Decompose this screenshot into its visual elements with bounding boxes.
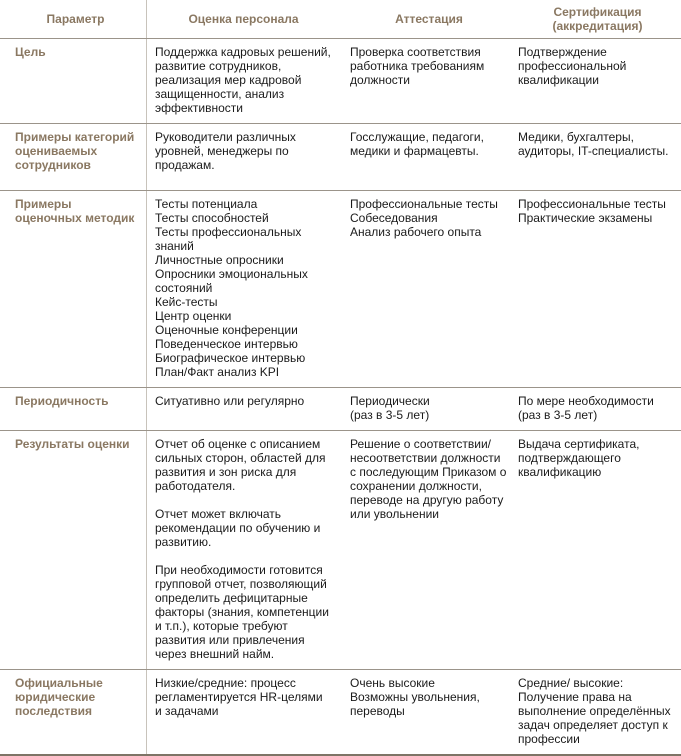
attestation-cell: Периодически (раз в 3-5 лет): [350, 394, 430, 422]
assessment-cell: Поддержка кадровых решений, развитие сот…: [155, 45, 331, 115]
table-row-goal: Цель Поддержка кадровых решений, развити…: [0, 39, 681, 124]
param-cell: Цель: [0, 39, 147, 123]
table-header-row: Параметр Оценка персонала Аттестация Сер…: [0, 0, 681, 39]
attestation-cell: Профессиональные тесты Собеседования Ана…: [350, 197, 498, 239]
table-row-categories: Примеры категорий оцениваемых сотруднико…: [0, 124, 681, 191]
param-cell: Результаты оценки: [0, 431, 147, 669]
certification-cell: Медики, бухгалтеры, аудиторы, IT-специал…: [518, 130, 669, 158]
table-row-periodicity: Периодичность Ситуативно или регулярно П…: [0, 388, 681, 431]
attestation-cell: Госслужащие, педагоги, медики и фармацев…: [350, 130, 484, 158]
header-certification: Сертификация (аккредитация): [552, 5, 643, 33]
attestation-cell: Решение о соответствии/ несоответствии д…: [350, 437, 507, 521]
header-assessment: Оценка персонала: [188, 12, 299, 26]
certification-cell: Средние/ высокие: Получение права на вып…: [518, 676, 671, 746]
assessment-cell: Руководители различных уровней, менеджер…: [155, 130, 296, 172]
param-cell: Примеры оценочных методик: [0, 191, 147, 387]
assessment-cell: Ситуативно или регулярно: [155, 394, 305, 408]
param-cell: Примеры категорий оцениваемых сотруднико…: [0, 124, 147, 190]
assessment-cell: Тесты потенциала Тесты способностей Тест…: [155, 197, 308, 379]
table-row-methods: Примеры оценочных методик Тесты потенциа…: [0, 191, 681, 388]
header-parameter: Параметр: [0, 0, 147, 38]
certification-cell: Подтверждение профессиональной квалифика…: [518, 45, 627, 87]
certification-cell: По мере необходимости (раз в 3-5 лет): [518, 394, 654, 422]
table-row-legal-consequences: Официальные юридические последствия Низк…: [0, 670, 681, 756]
header-attestation: Аттестация: [395, 12, 463, 26]
assessment-cell: Отчет об оценке с описанием сильных стор…: [155, 437, 329, 661]
certification-cell: Выдача сертификата, подтверждающего квал…: [518, 437, 640, 479]
table-row-results: Результаты оценки Отчет об оценке с опис…: [0, 431, 681, 670]
certification-cell: Профессиональные тесты Практические экза…: [518, 197, 666, 225]
assessment-cell: Низкие/средние: процесс регламентируется…: [155, 676, 323, 718]
param-cell: Официальные юридические последствия: [0, 670, 147, 754]
attestation-cell: Проверка соответствия работника требован…: [350, 45, 485, 87]
attestation-cell: Очень высокие Возможны увольнения, перев…: [350, 676, 480, 718]
param-cell: Периодичность: [0, 388, 147, 430]
